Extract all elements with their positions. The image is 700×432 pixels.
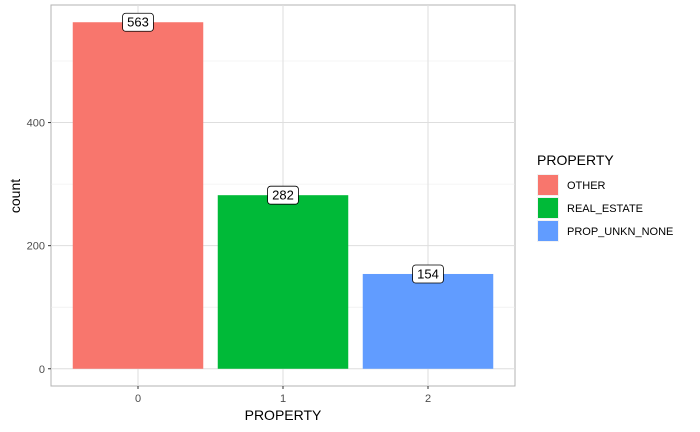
y-axis-ticks: 0 200 400 — [27, 118, 51, 376]
y-tick-label: 200 — [27, 241, 45, 253]
bars — [72, 22, 494, 369]
data-label-box — [267, 185, 299, 205]
legend-title: PROPERTY — [537, 152, 614, 168]
legend-swatch — [538, 221, 558, 241]
bar-1 — [217, 195, 349, 369]
legend-label: REAL_ESTATE — [567, 203, 643, 215]
x-tick-label: 0 — [135, 393, 141, 405]
data-label-box — [122, 12, 154, 32]
legend-label: OTHER — [567, 180, 606, 192]
legend-entry: PROP_UNKN_NONE — [537, 220, 673, 242]
data-label-text: 154 — [417, 266, 439, 281]
x-tick-label: 2 — [425, 393, 431, 405]
legend-label: PROP_UNKN_NONE — [567, 226, 673, 238]
legend-swatch — [538, 175, 558, 195]
bar-0 — [72, 22, 204, 369]
legend: PROPERTY OTHER REAL_ESTATE PROP_UNKN_NONE — [537, 152, 673, 242]
y-tick-label: 400 — [27, 118, 45, 130]
data-label-text: 282 — [272, 188, 294, 203]
legend-swatch — [538, 198, 558, 218]
data-label-text: 563 — [127, 15, 149, 30]
bar-2 — [362, 273, 494, 369]
y-axis-title: count — [7, 179, 23, 213]
data-labels: 563 282 154 — [122, 12, 444, 284]
x-axis-ticks: 0 1 2 — [135, 386, 431, 405]
legend-entry: OTHER — [537, 174, 606, 196]
y-tick-label: 0 — [39, 364, 45, 376]
legend-entry: REAL_ESTATE — [537, 197, 643, 219]
x-axis-title: PROPERTY — [245, 407, 322, 423]
data-label-0: 563 — [122, 12, 154, 32]
data-label-1: 282 — [267, 185, 299, 205]
data-label-box — [412, 264, 444, 284]
data-label-2: 154 — [412, 264, 444, 284]
legend-entries: OTHER REAL_ESTATE PROP_UNKN_NONE — [537, 174, 673, 242]
x-tick-label: 1 — [280, 393, 286, 405]
